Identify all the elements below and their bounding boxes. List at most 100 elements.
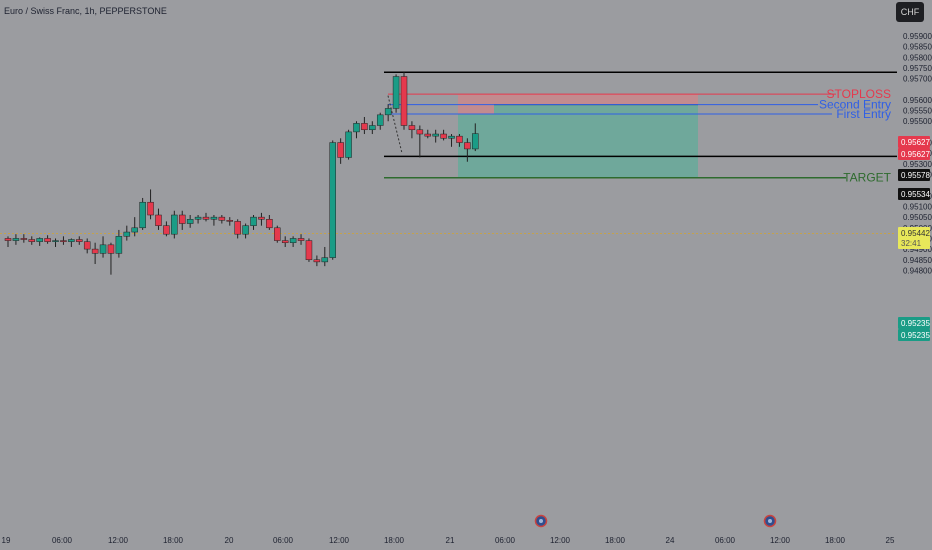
candle-body — [202, 216, 210, 220]
x-axis-tick-label: 18:00 — [384, 536, 405, 545]
x-axis-tick-label: 12:00 — [329, 536, 350, 545]
candle-body — [186, 219, 194, 224]
target-zone-upper — [494, 104, 698, 178]
candle-body — [20, 238, 28, 240]
event-marker-dot — [539, 519, 543, 523]
target-price-tag-bg — [898, 317, 930, 329]
event-marker-dot — [768, 519, 772, 523]
candle-body — [68, 239, 75, 242]
target-price-tag: 0.95235 — [901, 319, 930, 328]
candle-body — [4, 238, 12, 241]
x-axis-tick-label: 12:00 — [770, 536, 791, 545]
candle-body — [472, 133, 479, 150]
candle-body — [289, 238, 297, 243]
event-marker-icon — [534, 514, 548, 528]
stoploss-label: STOPLOSS — [827, 87, 891, 101]
candle-body — [361, 123, 368, 131]
x-axis-tick-label: 06:00 — [715, 536, 736, 545]
candle-body — [376, 114, 384, 126]
candle-body — [408, 125, 416, 131]
stoploss-price-tag-2-bg — [898, 148, 930, 160]
candle-body — [313, 259, 321, 263]
candle-body — [107, 244, 115, 254]
candle-body — [345, 131, 352, 158]
candle-body — [305, 240, 313, 261]
candle-body — [99, 244, 107, 254]
candle-body — [369, 125, 376, 131]
candle-body — [297, 238, 305, 241]
target-label: TARGET — [843, 171, 891, 185]
candle-body — [36, 238, 43, 242]
y-axis-tick-label: 0.95550 — [903, 107, 932, 116]
chart-title: Euro / Swiss Franc, 1h, PEPPERSTONE — [4, 6, 167, 16]
first-entry-label: First Entry — [836, 107, 891, 121]
y-axis-tick-label: 0.95050 — [903, 213, 932, 222]
x-axis-tick-label: 12:00 — [108, 536, 129, 545]
candle-body — [60, 240, 67, 242]
candle-body — [28, 239, 36, 242]
first-entry-price-tag: 0.95534 — [901, 190, 930, 199]
stoploss-price-tag-bg — [898, 136, 930, 148]
stoploss-price-tag-2: 0.95627 — [901, 150, 930, 159]
x-axis-tick-label: 20 — [225, 536, 234, 545]
candle-body — [353, 123, 360, 133]
y-axis-tick-label: 0.94850 — [903, 256, 932, 265]
stop-loss-zone-lower — [458, 104, 494, 114]
y-axis-tick-label: 0.95300 — [903, 160, 932, 169]
candle-body — [226, 220, 234, 222]
candle-body — [242, 225, 249, 235]
candle-body — [234, 221, 241, 235]
second-entry-label: Second Entry — [819, 98, 891, 112]
candle-body — [321, 257, 329, 263]
stoploss-price-tag: 0.95627 — [901, 138, 930, 147]
candle-body — [440, 133, 447, 139]
candle-body — [76, 239, 83, 242]
x-axis-tick-label: 18:00 — [605, 536, 626, 545]
y-axis-tick-label: 0.94800 — [903, 266, 932, 275]
candle-body — [178, 214, 186, 224]
candle-body — [12, 238, 20, 241]
first-entry-price-tag-bg — [898, 188, 930, 200]
candle-body — [337, 142, 344, 158]
y-axis-tick-label: 0.95800 — [903, 53, 932, 62]
candle-body — [258, 216, 265, 220]
candle-body — [266, 219, 273, 229]
candle-body — [115, 236, 123, 254]
candle-body — [281, 240, 289, 243]
current-price-tag-bg — [898, 227, 930, 249]
currency-button[interactable]: CHF — [896, 2, 924, 22]
y-axis-tick-label: 0.95700 — [903, 75, 932, 84]
candle-body — [147, 201, 154, 216]
candle-body — [432, 133, 439, 137]
x-axis-tick-label: 25 — [886, 536, 895, 545]
projection-line — [387, 95, 403, 154]
y-axis-tick-label: 0.95900 — [903, 32, 932, 41]
y-axis-tick-label: 0.95600 — [903, 96, 932, 105]
candle-body — [416, 129, 424, 135]
x-axis-tick-label: 21 — [446, 536, 455, 545]
stop-loss-zone-upper — [458, 94, 698, 105]
second-entry-price-tag-bg — [898, 169, 930, 181]
candle-body — [83, 241, 91, 250]
candle-body — [400, 76, 408, 126]
candle-body — [139, 201, 146, 229]
candle-body — [250, 216, 257, 226]
candle-body — [44, 238, 51, 242]
candle-body — [448, 135, 455, 139]
x-axis-tick-label: 12:00 — [550, 536, 571, 545]
candle-body — [131, 227, 138, 233]
x-axis-tick-label: 24 — [666, 536, 675, 545]
candle-body — [329, 142, 336, 258]
second-entry-price-tag: 0.95578 — [901, 171, 930, 180]
candle-body — [424, 133, 432, 137]
y-axis-tick-label: 0.95750 — [903, 64, 932, 73]
x-axis-tick-label: 18:00 — [825, 536, 846, 545]
x-axis-tick-label: 06:00 — [495, 536, 516, 545]
x-axis-tick-label: 19 — [2, 536, 11, 545]
x-axis-tick-label: 06:00 — [52, 536, 73, 545]
candle-body — [456, 135, 463, 143]
candle-body — [52, 240, 59, 242]
y-axis-tick-label: 0.95500 — [903, 117, 932, 126]
